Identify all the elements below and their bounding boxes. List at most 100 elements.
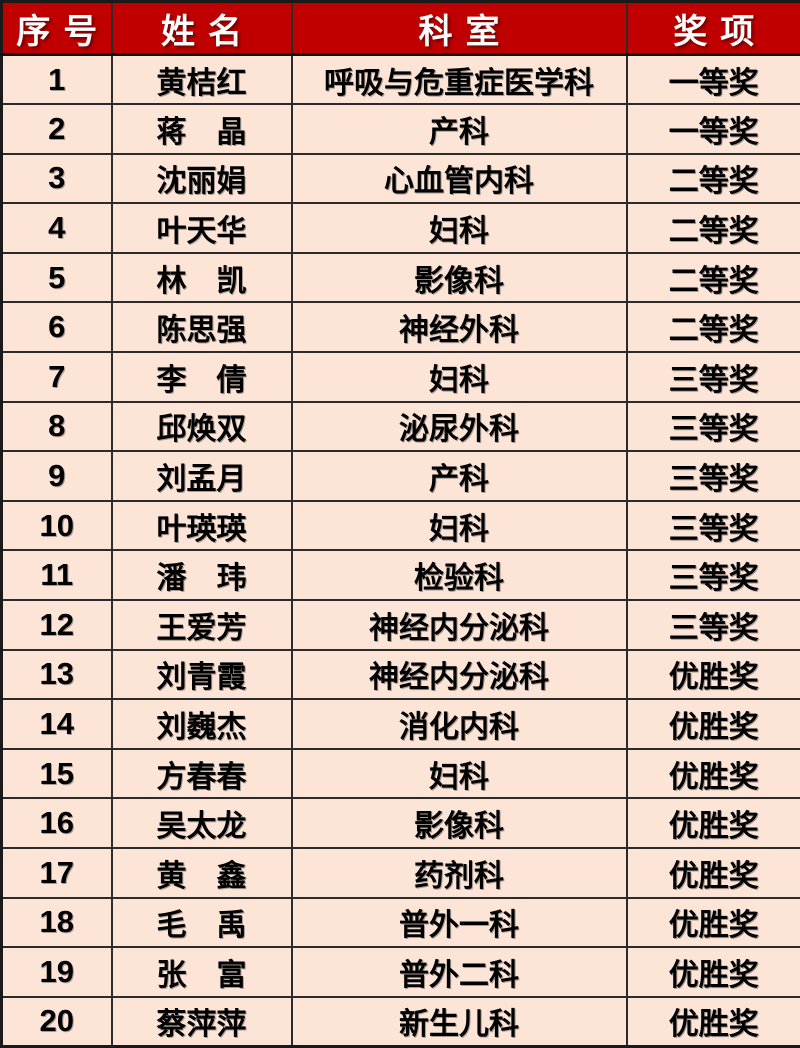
cell-dept: 泌尿外科 [292,402,627,452]
header-cell-award: 奖项 [627,2,800,55]
cell-award: 二等奖 [627,253,800,303]
cell-name: 邱焕双 [112,402,292,452]
cell-dept: 妇科 [292,501,627,551]
table-row: 20 蔡萍萍 新生儿科 优胜奖 [2,997,800,1047]
cell-dept: 新生儿科 [292,997,627,1047]
cell-dept: 影像科 [292,253,627,303]
cell-award: 优胜奖 [627,898,800,948]
cell-no: 7 [2,352,112,402]
cell-dept: 药剂科 [292,848,627,898]
cell-award: 三等奖 [627,402,800,452]
cell-award: 二等奖 [627,154,800,204]
cell-name: 吴太龙 [112,798,292,848]
cell-dept: 神经内分泌科 [292,650,627,700]
table-row: 10 叶瑛瑛 妇科 三等奖 [2,501,800,551]
cell-name: 刘青霞 [112,650,292,700]
header-cell-no: 序号 [2,2,112,55]
cell-name: 王爱芳 [112,600,292,650]
table-row: 12 王爱芳 神经内分泌科 三等奖 [2,600,800,650]
cell-name: 张 富 [112,947,292,997]
table-row: 16 吴太龙 影像科 优胜奖 [2,798,800,848]
cell-name: 方春春 [112,749,292,799]
table-row: 17 黄 鑫 药剂科 优胜奖 [2,848,800,898]
table-row: 4 叶天华 妇科 二等奖 [2,203,800,253]
cell-name: 刘孟月 [112,451,292,501]
header-cell-dept: 科室 [292,2,627,55]
cell-no: 11 [2,550,112,600]
cell-name: 叶瑛瑛 [112,501,292,551]
cell-name: 刘巍杰 [112,699,292,749]
cell-dept: 神经内分泌科 [292,600,627,650]
cell-dept: 影像科 [292,798,627,848]
cell-name: 蒋 晶 [112,104,292,154]
table-row: 18 毛 禹 普外一科 优胜奖 [2,898,800,948]
table-header: 序号 姓名 科室 奖项 [2,2,800,55]
cell-award: 一等奖 [627,104,800,154]
cell-award: 优胜奖 [627,947,800,997]
cell-award: 二等奖 [627,203,800,253]
cell-award: 三等奖 [627,550,800,600]
cell-award: 三等奖 [627,352,800,402]
cell-award: 优胜奖 [627,848,800,898]
cell-no: 17 [2,848,112,898]
cell-no: 12 [2,600,112,650]
cell-award: 优胜奖 [627,699,800,749]
cell-no: 18 [2,898,112,948]
table-row: 19 张 富 普外二科 优胜奖 [2,947,800,997]
table-row: 1 黄桔红 呼吸与危重症医学科 一等奖 [2,55,800,105]
cell-dept: 普外一科 [292,898,627,948]
header-cell-name: 姓名 [112,2,292,55]
table-row: 3 沈丽娟 心血管内科 二等奖 [2,154,800,204]
cell-no: 13 [2,650,112,700]
cell-award: 三等奖 [627,600,800,650]
cell-no: 16 [2,798,112,848]
cell-dept: 普外二科 [292,947,627,997]
cell-name: 沈丽娟 [112,154,292,204]
cell-no: 8 [2,402,112,452]
cell-award: 优胜奖 [627,798,800,848]
table-row: 6 陈思强 神经外科 二等奖 [2,302,800,352]
cell-award: 三等奖 [627,451,800,501]
cell-dept: 检验科 [292,550,627,600]
table-body: 1 黄桔红 呼吸与危重症医学科 一等奖 2 蒋 晶 产科 一等奖 3 沈丽娟 心… [2,55,800,1047]
cell-dept: 产科 [292,451,627,501]
cell-award: 优胜奖 [627,997,800,1047]
cell-dept: 呼吸与危重症医学科 [292,55,627,105]
cell-award: 优胜奖 [627,650,800,700]
table-row: 14 刘巍杰 消化内科 优胜奖 [2,699,800,749]
cell-no: 5 [2,253,112,303]
cell-name: 蔡萍萍 [112,997,292,1047]
cell-name: 黄 鑫 [112,848,292,898]
cell-name: 李 倩 [112,352,292,402]
cell-dept: 神经外科 [292,302,627,352]
cell-no: 14 [2,699,112,749]
cell-dept: 心血管内科 [292,154,627,204]
cell-dept: 妇科 [292,203,627,253]
cell-dept: 妇科 [292,749,627,799]
cell-no: 3 [2,154,112,204]
table-row: 11 潘 玮 检验科 三等奖 [2,550,800,600]
cell-name: 陈思强 [112,302,292,352]
cell-no: 20 [2,997,112,1047]
cell-award: 二等奖 [627,302,800,352]
cell-no: 10 [2,501,112,551]
cell-name: 毛 禹 [112,898,292,948]
cell-no: 6 [2,302,112,352]
table-row: 7 李 倩 妇科 三等奖 [2,352,800,402]
cell-award: 一等奖 [627,55,800,105]
cell-name: 林 凯 [112,253,292,303]
cell-no: 15 [2,749,112,799]
cell-award: 优胜奖 [627,749,800,799]
cell-no: 2 [2,104,112,154]
cell-dept: 消化内科 [292,699,627,749]
table-row: 8 邱焕双 泌尿外科 三等奖 [2,402,800,452]
table-row: 9 刘孟月 产科 三等奖 [2,451,800,501]
cell-dept: 产科 [292,104,627,154]
table-row: 5 林 凯 影像科 二等奖 [2,253,800,303]
cell-dept: 妇科 [292,352,627,402]
cell-name: 黄桔红 [112,55,292,105]
table-row: 13 刘青霞 神经内分泌科 优胜奖 [2,650,800,700]
cell-name: 叶天华 [112,203,292,253]
cell-no: 1 [2,55,112,105]
cell-award: 三等奖 [627,501,800,551]
